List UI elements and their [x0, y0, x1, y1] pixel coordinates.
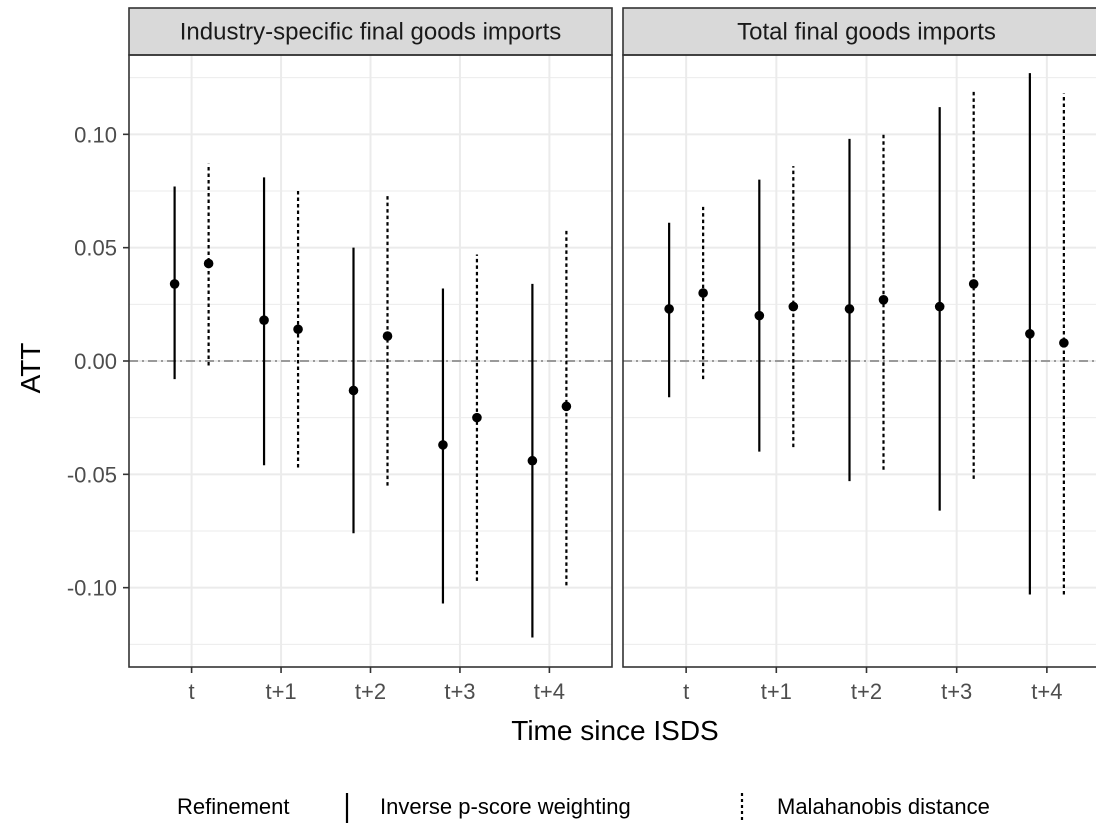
y-tick-label: 0.10	[74, 122, 117, 147]
x-tick-label: t+1	[265, 679, 296, 704]
y-axis-title: ATT	[15, 343, 46, 394]
strip-background	[128, 7, 613, 56]
point-estimate	[561, 401, 572, 412]
point-estimate	[934, 301, 945, 312]
x-tick-label: t+3	[444, 679, 475, 704]
y-tick-label: -0.05	[67, 462, 117, 487]
legend-item-label: Malahanobis distance	[777, 794, 990, 819]
y-tick-label: 0.00	[74, 349, 117, 374]
legend-title: Refinement	[177, 794, 290, 819]
x-axis-title: Time since ISDS	[511, 715, 718, 746]
point-estimate	[1025, 329, 1035, 339]
x-tick-label: t	[683, 679, 689, 704]
series	[169, 177, 538, 638]
point-estimate	[438, 440, 448, 450]
legend: Refinement Inverse p-score weighting Mal…	[177, 793, 990, 823]
point-estimate	[754, 310, 765, 321]
facet-panel: Industry-specific final goods imports t t+…	[128, 7, 613, 704]
point-estimate	[259, 315, 269, 326]
point-estimate	[382, 331, 393, 341]
point-estimate	[169, 279, 180, 289]
x-tick-label: t+2	[355, 679, 386, 704]
point-estimate	[203, 258, 214, 269]
point-estimate	[698, 288, 708, 298]
x-tick-label: t+4	[1031, 679, 1062, 704]
point-estimate	[472, 412, 482, 423]
facet-panels: Industry-specific final goods imports t t+…	[128, 7, 1096, 704]
series	[698, 89, 1069, 595]
x-tick-label: t	[189, 679, 195, 704]
strip-label: Industry-specific final goods imports	[180, 19, 562, 46]
x-tick-label: t+2	[851, 679, 882, 704]
y-tick-label: 0.05	[74, 236, 117, 261]
point-estimate	[293, 324, 303, 335]
point-estimate	[968, 279, 979, 289]
y-axis: 0.10 0.05 0.00 -0.05 -0.10	[67, 122, 129, 601]
point-estimate	[788, 301, 799, 312]
x-tick-label: t+1	[761, 679, 792, 704]
point-estimate	[527, 455, 538, 466]
point-estimate	[878, 295, 889, 305]
point-estimate	[664, 304, 674, 314]
x-tick-label: t+4	[534, 679, 565, 704]
legend-item-label: Inverse p-score weighting	[380, 794, 631, 819]
facet-panel: Total final goods imports t t+1 t+2 t+3 t+4	[622, 7, 1096, 704]
point-estimate	[1059, 338, 1069, 348]
strip-background	[622, 7, 1096, 56]
point-estimate	[844, 304, 855, 314]
point-estimate	[348, 385, 359, 396]
x-tick-label: t+3	[941, 679, 972, 704]
y-tick-label: -0.10	[67, 576, 117, 601]
strip-label: Total final goods imports	[737, 19, 996, 46]
series	[664, 73, 1035, 595]
series	[203, 163, 572, 586]
